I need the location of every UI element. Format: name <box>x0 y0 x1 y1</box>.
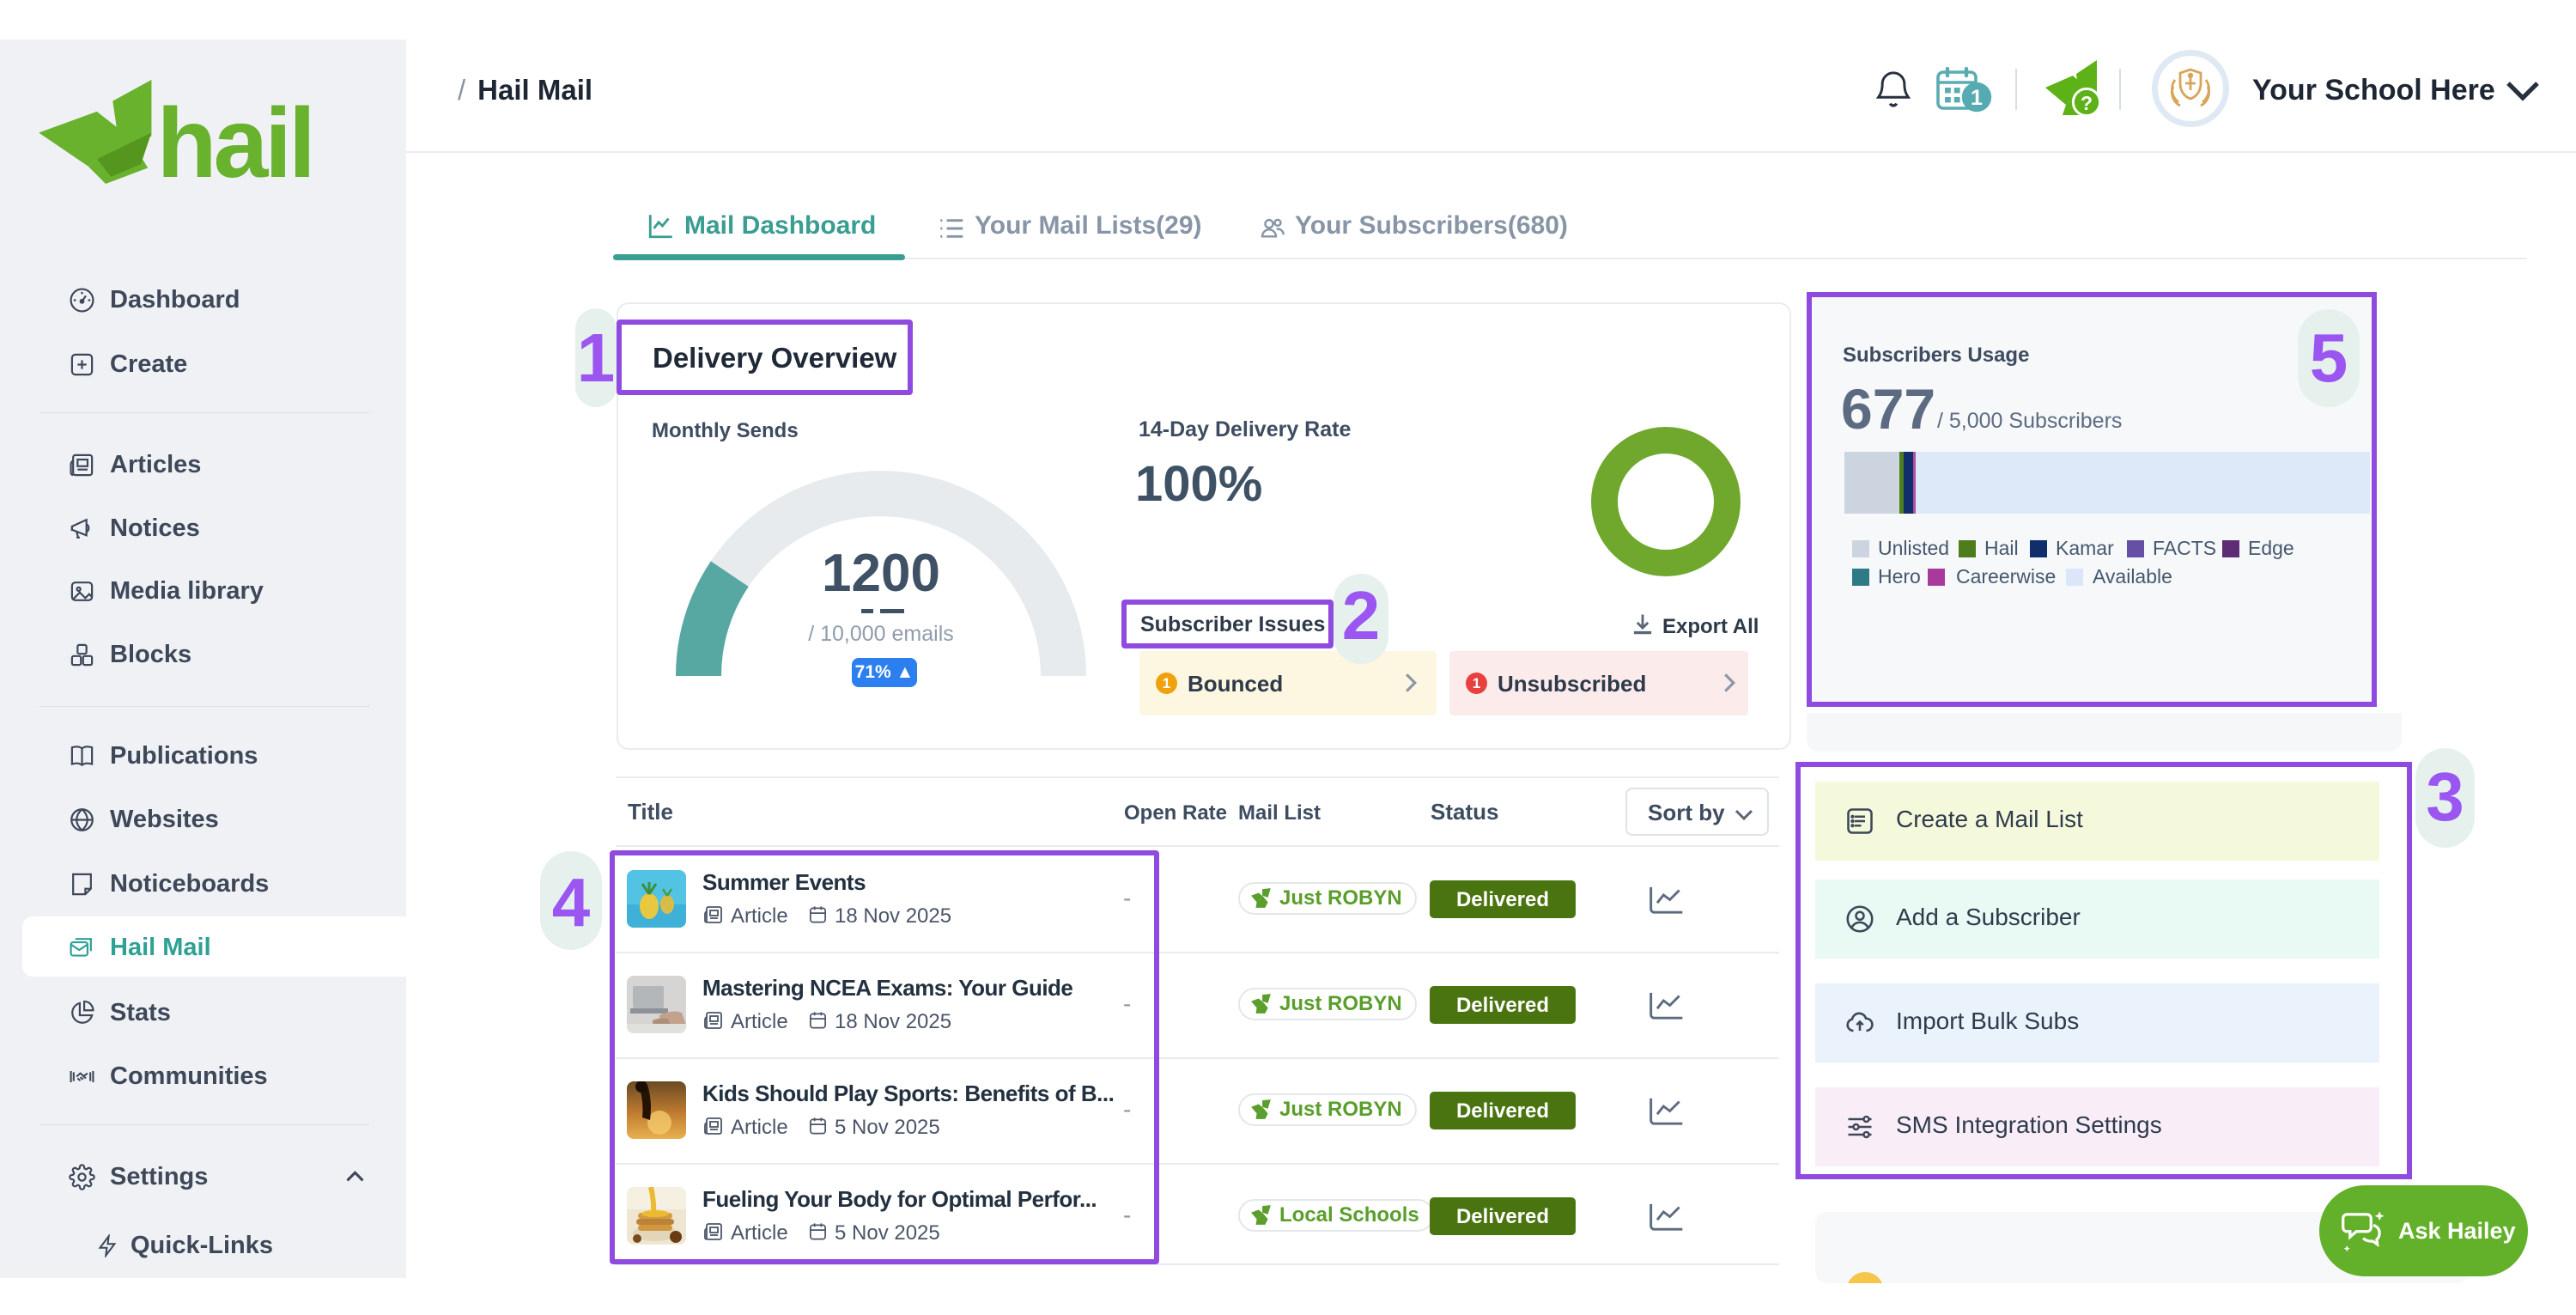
svg-text:hail: hail <box>156 88 312 186</box>
svg-text:?: ? <box>2081 92 2093 114</box>
svg-text:1: 1 <box>1971 86 1983 110</box>
